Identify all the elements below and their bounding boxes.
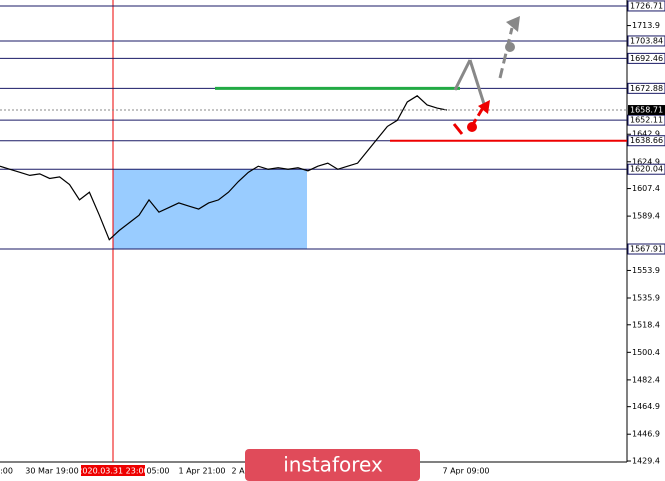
y-tick-label: 1446.9 xyxy=(632,430,660,439)
x-tick-label: 30 Mar 19:00 xyxy=(25,467,78,476)
arrow-head xyxy=(506,16,520,32)
y-tick-label: 1464.9 xyxy=(632,402,660,411)
level-box xyxy=(627,163,665,175)
level-label: 1567.91 xyxy=(630,245,663,254)
y-tick-label: 1624.9 xyxy=(632,157,660,166)
x-tick-label: 1 Apr 21:00 xyxy=(178,467,225,476)
arrow xyxy=(498,27,514,79)
y-tick-label: 1429.4 xyxy=(632,457,660,466)
y-tick-label: 1482.4 xyxy=(632,375,660,384)
level-label: 1672.88 xyxy=(630,84,663,93)
y-tick-label: 1589.4 xyxy=(632,212,660,221)
arrow xyxy=(452,123,464,135)
y-tick-label: 1518.4 xyxy=(632,320,660,329)
level-label: 1703.84 xyxy=(630,36,663,45)
level-box xyxy=(627,35,665,47)
watermark-box xyxy=(245,449,420,481)
level-box xyxy=(627,82,665,94)
y-tick-label: 1553.9 xyxy=(632,266,660,275)
y-tick-label: 1500.4 xyxy=(632,348,660,357)
x-tick-label: 7 Apr 09:00 xyxy=(442,467,489,476)
x-tick-label: 2 A xyxy=(231,467,245,476)
y-tick-label: 1535.9 xyxy=(632,293,660,302)
x-tick-label: 05:00 xyxy=(146,467,169,476)
y-tick-label: 1713.9 xyxy=(632,21,660,30)
zone xyxy=(113,169,307,250)
level-label: 1726.71 xyxy=(630,1,663,10)
arrow-dot xyxy=(505,42,515,52)
price-line xyxy=(0,95,448,241)
level-box xyxy=(627,114,665,126)
level-label: 1692.46 xyxy=(630,54,663,63)
level-label: 1620.04 xyxy=(630,165,663,174)
x-tick-label: 2020.03.31 23:00 xyxy=(77,467,148,476)
level-box xyxy=(627,135,665,147)
level-label: 1638.66 xyxy=(630,136,663,145)
current-price-box xyxy=(628,105,665,116)
arrow xyxy=(468,59,486,105)
watermark: instaforex xyxy=(283,453,383,477)
level-box xyxy=(627,0,665,12)
current-price-label: 1658.71 xyxy=(630,106,663,115)
level-box xyxy=(627,243,665,255)
arrow-dot xyxy=(467,122,477,132)
x-tick-label: 3:00 xyxy=(0,467,13,476)
y-tick-label: 1642.9 xyxy=(632,130,660,139)
level-label: 1652.11 xyxy=(630,116,663,125)
y-tick-label: 1607.4 xyxy=(632,184,660,193)
arrow-head xyxy=(478,100,490,114)
arrow xyxy=(453,59,472,91)
level-box xyxy=(627,52,665,64)
x-label-highlight xyxy=(81,465,145,476)
